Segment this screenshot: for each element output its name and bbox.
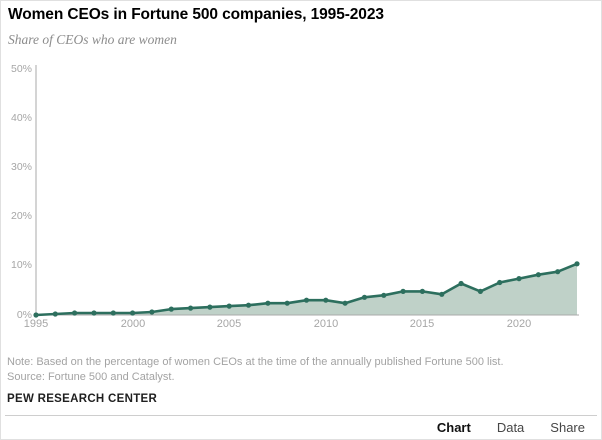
- y-tick-label: 20%: [10, 210, 32, 222]
- data-point-2017[interactable]: [458, 280, 464, 287]
- data-point-2014[interactable]: [400, 288, 406, 294]
- data-point-2022[interactable]: [555, 269, 561, 275]
- area-fill: [36, 263, 577, 315]
- data-point-2018[interactable]: [477, 288, 483, 294]
- data-point-2016[interactable]: [439, 291, 445, 297]
- data-point-1995[interactable]: [33, 312, 39, 318]
- page-title: Women CEOs in Fortune 500 companies, 199…: [8, 6, 384, 23]
- data-point-2004[interactable]: [207, 304, 213, 310]
- x-tick-label: 2015: [409, 318, 435, 330]
- y-tick-label: 50%: [10, 63, 32, 75]
- data-point-2003[interactable]: [188, 305, 194, 311]
- footnote: Note: Based on the percentage of women C…: [7, 355, 595, 384]
- chart-view-tabs: Chart Data Share: [437, 420, 585, 435]
- data-point-2020[interactable]: [516, 276, 522, 282]
- y-tick-label: 30%: [10, 161, 32, 173]
- tab-chart[interactable]: Chart: [436, 420, 471, 435]
- data-point-2005[interactable]: [226, 303, 232, 309]
- x-tick-label: 2010: [313, 318, 339, 330]
- data-point-2011[interactable]: [342, 300, 348, 306]
- data-point-1998[interactable]: [91, 310, 97, 316]
- y-tick-label: 10%: [10, 259, 32, 271]
- data-point-2001[interactable]: [149, 309, 155, 315]
- tab-data[interactable]: Data: [496, 420, 525, 435]
- data-point-2021[interactable]: [535, 272, 542, 278]
- data-point-2013[interactable]: [381, 292, 387, 298]
- data-point-2012[interactable]: [361, 294, 368, 300]
- note-line: Note: Based on the percentage of women C…: [7, 356, 504, 368]
- data-point-2007[interactable]: [265, 300, 271, 306]
- x-tick-label: 1995: [23, 318, 49, 330]
- footer-divider: [5, 415, 597, 416]
- x-tick-label: 2020: [506, 318, 532, 330]
- data-point-2019[interactable]: [497, 279, 503, 286]
- y-tick-label: 40%: [10, 112, 32, 124]
- data-point-2002[interactable]: [168, 306, 174, 312]
- data-point-2015[interactable]: [419, 288, 425, 294]
- x-tick-label: 2000: [120, 318, 146, 330]
- data-point-2006[interactable]: [245, 302, 252, 308]
- data-point-2000[interactable]: [130, 310, 136, 316]
- area-chart-canvas: [33, 65, 580, 318]
- source-line: Source: Fortune 500 and Catalyst.: [7, 370, 175, 383]
- chart-subtitle: Share of CEOs who are women: [8, 32, 177, 47]
- pew-research-center-brand: PEW RESEARCH CENTER: [7, 393, 158, 405]
- data-point-2009[interactable]: [303, 297, 310, 303]
- data-point-2010[interactable]: [323, 297, 329, 303]
- y-tick-label: 0%: [16, 309, 32, 321]
- data-point-1996[interactable]: [52, 311, 58, 317]
- data-point-1997[interactable]: [72, 310, 78, 316]
- tab-share[interactable]: Share: [550, 420, 585, 435]
- x-tick-label: 2005: [216, 318, 242, 330]
- data-point-2023[interactable]: [574, 261, 580, 267]
- data-point-2008[interactable]: [284, 300, 290, 306]
- data-point-1999[interactable]: [110, 310, 116, 316]
